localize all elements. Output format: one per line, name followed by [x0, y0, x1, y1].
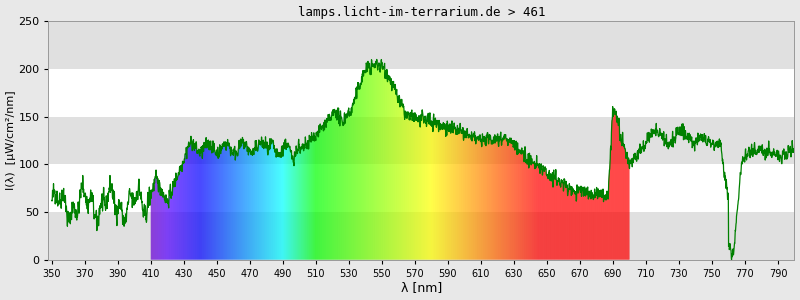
X-axis label: λ [nm]: λ [nm] — [401, 281, 442, 294]
Bar — [49, 21, 794, 69]
Y-axis label: I(λ)  [µW/cm²/nm]: I(λ) [µW/cm²/nm] — [6, 91, 15, 190]
Bar — [49, 212, 794, 260]
Title: lamps.licht-im-terrarium.de > 461: lamps.licht-im-terrarium.de > 461 — [298, 6, 546, 19]
Bar — [49, 116, 794, 164]
